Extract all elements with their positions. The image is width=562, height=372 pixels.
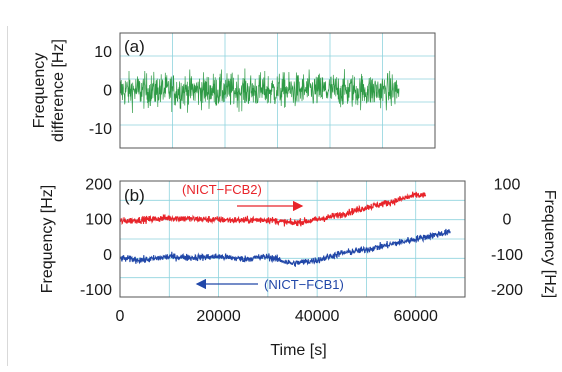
left-rule: [7, 26, 8, 366]
y-tick-label: 0: [103, 83, 112, 100]
series-line-nict-fcb2: [119, 191, 427, 227]
panel-a-y-axis-title-line1: Frequency: [31, 53, 48, 129]
annotation-nict-fcb1: (NICT−FCB1): [264, 277, 344, 292]
panel-b-right-y-ticks: -200 -100 0 100: [491, 177, 523, 299]
y-tick-label: -10: [89, 121, 112, 138]
right-y-tick-label: -100: [491, 247, 523, 264]
right-y-tick-label: 0: [503, 212, 512, 229]
panel-b-x-ticks: 0 20000 40000 60000: [116, 308, 439, 325]
y-tick-label: 100: [85, 212, 112, 229]
y-tick-label: 10: [94, 44, 112, 61]
panel-a-y-ticks: -10 0 10: [89, 44, 112, 138]
panel-b-right-y-axis-title: Frequency [Hz]: [541, 190, 558, 298]
panel-a-frame: [119, 32, 436, 149]
y-tick-label: 200: [85, 177, 112, 194]
panel-a-y-axis-title-line2: difference [Hz]: [50, 39, 67, 142]
annotation-nict-fcb2: (NICT−FCB2): [182, 182, 262, 197]
panel-b-series: [119, 191, 451, 267]
right-y-tick-label: 100: [494, 177, 521, 194]
panel-b-frame: [119, 180, 466, 298]
y-tick-label: -100: [80, 282, 112, 299]
y-tick-label: 0: [103, 247, 112, 264]
x-tick-label: 0: [116, 308, 125, 325]
panel-b-left-y-axis-title: Frequency [Hz]: [39, 185, 56, 293]
panel-a-label: (a): [124, 37, 145, 56]
panel-b-left-y-ticks: -100 0 100 200: [80, 177, 112, 299]
x-tick-label: 40000: [295, 308, 340, 325]
panel-b-label: (b): [124, 186, 145, 205]
series-line-frequency-difference: [119, 68, 400, 114]
panel-a-series: [119, 68, 400, 114]
panel-a: -10 0 10 (a) Frequency difference [Hz]: [31, 32, 436, 149]
right-y-tick-label: -200: [491, 282, 523, 299]
x-axis-title: Time [s]: [270, 342, 326, 359]
x-tick-label: 20000: [196, 308, 241, 325]
series-line-nict-fcb1: [119, 228, 451, 267]
x-tick-label: 60000: [393, 308, 438, 325]
